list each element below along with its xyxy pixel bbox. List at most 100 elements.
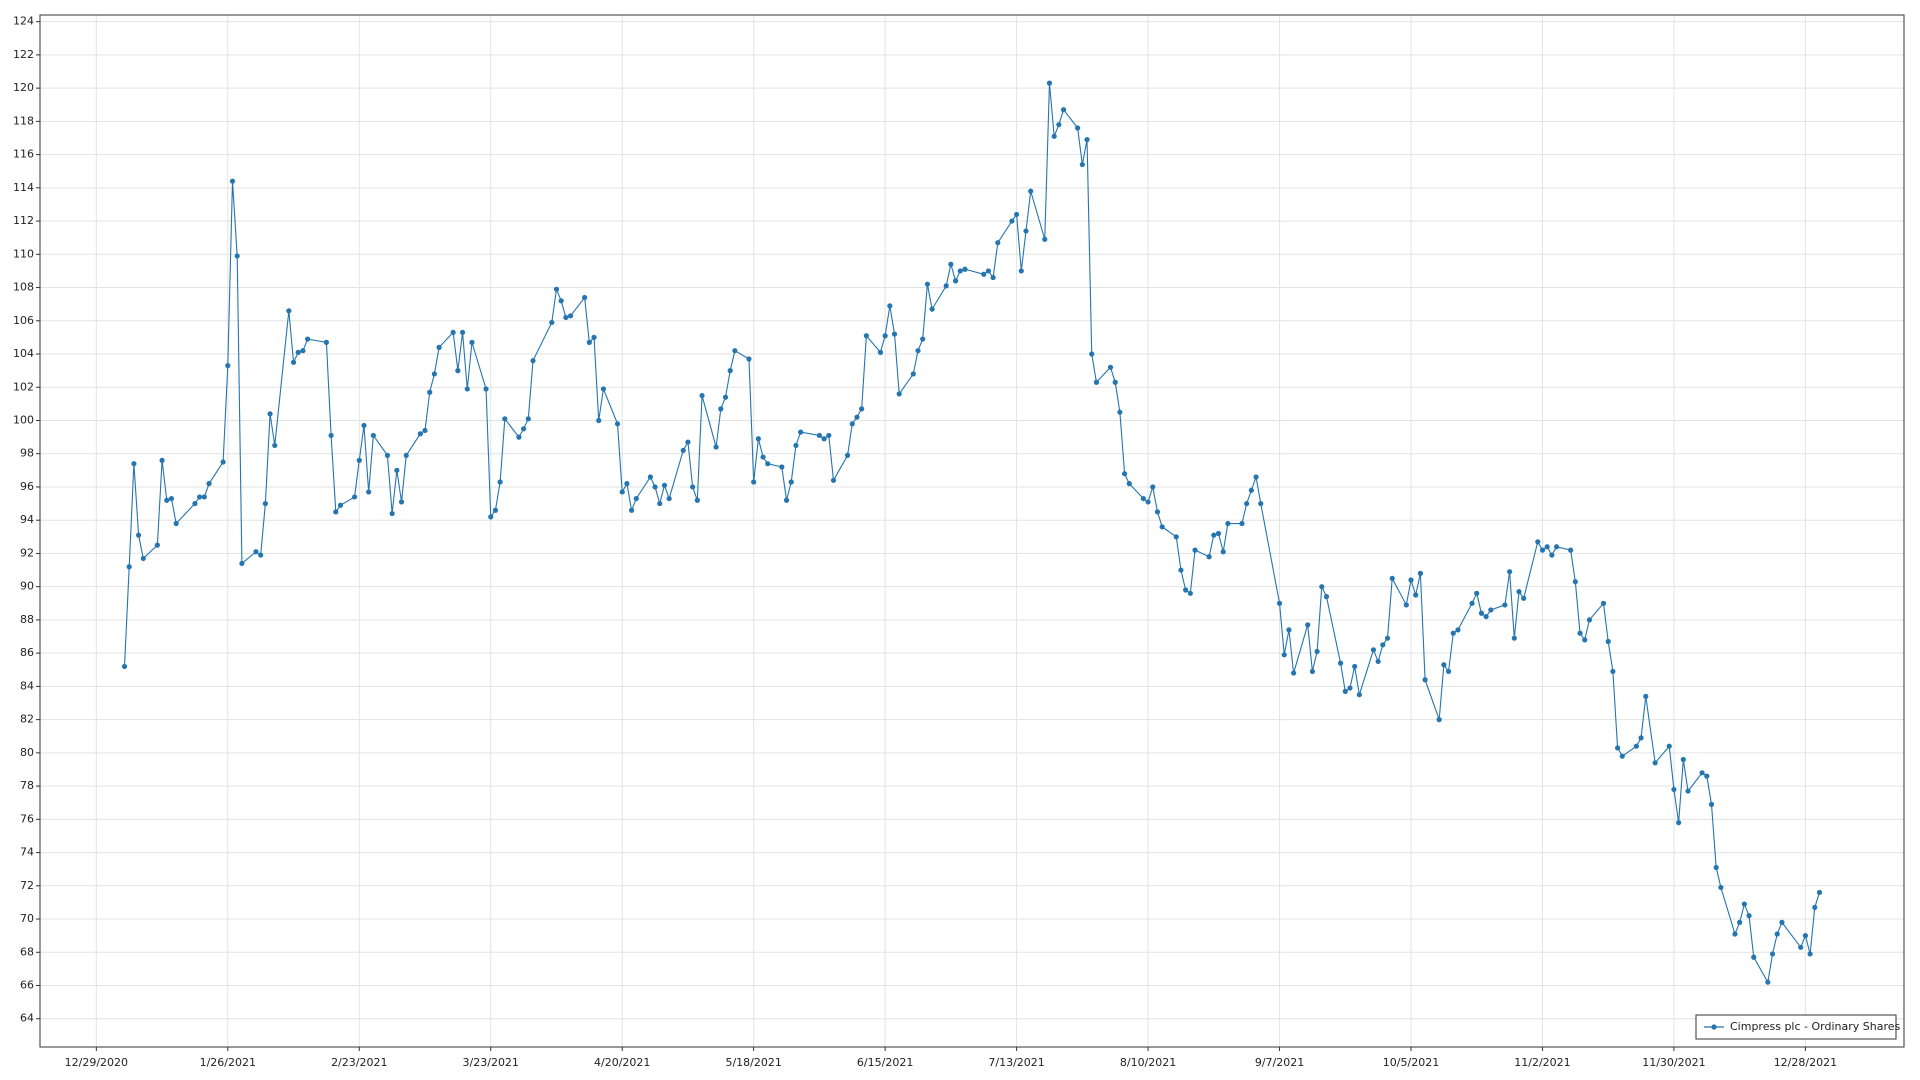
data-point xyxy=(1154,509,1161,515)
data-point xyxy=(1572,579,1578,585)
data-point xyxy=(882,333,888,339)
data-point xyxy=(755,436,761,442)
data-point xyxy=(1319,584,1325,590)
data-point xyxy=(253,549,259,555)
data-point xyxy=(126,564,132,570)
data-point xyxy=(464,386,470,392)
data-point xyxy=(1305,622,1311,628)
data-point xyxy=(915,348,921,354)
y-tick-label: 74 xyxy=(20,846,34,859)
y-tick-label: 64 xyxy=(20,1012,34,1025)
data-point xyxy=(333,509,339,515)
data-point xyxy=(258,552,264,558)
data-point xyxy=(1084,137,1090,143)
data-point xyxy=(431,371,437,377)
data-point xyxy=(1450,630,1456,636)
data-point xyxy=(877,349,884,355)
data-point xyxy=(1474,590,1480,596)
y-tick-label: 66 xyxy=(20,979,34,992)
data-point xyxy=(351,494,358,500)
data-point xyxy=(859,406,865,412)
data-point xyxy=(1436,717,1442,723)
data-point xyxy=(422,427,428,434)
data-point xyxy=(1342,688,1348,694)
data-point xyxy=(417,431,423,437)
data-point xyxy=(384,452,391,458)
data-point xyxy=(1445,668,1452,675)
data-point xyxy=(1718,884,1724,891)
data-point xyxy=(1323,594,1330,600)
data-point xyxy=(1220,549,1226,555)
data-point xyxy=(492,507,499,513)
data-point xyxy=(1192,547,1198,553)
data-point xyxy=(398,499,405,505)
data-point xyxy=(549,319,555,326)
data-point xyxy=(488,514,494,520)
data-point xyxy=(1600,600,1607,606)
data-point xyxy=(1347,685,1353,691)
data-point xyxy=(262,500,268,507)
y-tick-label: 84 xyxy=(20,679,34,692)
data-point xyxy=(1544,544,1550,550)
data-point xyxy=(1455,627,1461,633)
data-point xyxy=(1337,660,1344,666)
data-point xyxy=(1215,530,1222,537)
data-point xyxy=(1178,567,1184,573)
data-point xyxy=(394,467,400,473)
data-point xyxy=(1121,471,1128,477)
y-tick-label: 112 xyxy=(13,214,34,227)
data-point xyxy=(760,454,766,460)
data-point xyxy=(563,314,569,321)
data-point xyxy=(1779,919,1785,925)
data-point xyxy=(1352,663,1358,670)
data-point xyxy=(647,474,653,480)
data-point xyxy=(1244,500,1250,507)
data-point xyxy=(751,479,757,485)
y-tick-label: 88 xyxy=(20,613,34,626)
y-tick-label: 72 xyxy=(20,879,34,892)
x-tick-label: 12/29/2020 xyxy=(65,1056,128,1069)
data-point xyxy=(1291,670,1297,676)
y-tick-label: 102 xyxy=(13,380,34,393)
data-point xyxy=(1370,647,1377,653)
data-point xyxy=(849,421,855,427)
data-point xyxy=(985,268,992,274)
data-point xyxy=(821,436,827,442)
data-point xyxy=(1159,524,1165,530)
y-tick-label: 108 xyxy=(13,281,34,294)
data-point xyxy=(910,371,916,377)
data-point xyxy=(1258,500,1264,507)
data-point xyxy=(1516,589,1522,595)
data-point xyxy=(816,432,823,439)
y-tick-label: 96 xyxy=(20,480,34,493)
x-tick-label: 4/20/2021 xyxy=(594,1056,650,1069)
data-point xyxy=(173,520,179,527)
data-point xyxy=(201,494,207,500)
data-point xyxy=(1741,901,1747,907)
data-point xyxy=(121,663,128,670)
data-point xyxy=(699,392,705,399)
data-point xyxy=(657,500,663,507)
data-point xyxy=(483,386,489,392)
data-point xyxy=(1511,635,1517,641)
data-point xyxy=(614,421,621,427)
data-point xyxy=(1521,595,1527,601)
data-point xyxy=(356,457,362,463)
data-point xyxy=(624,481,630,487)
data-point xyxy=(286,308,292,314)
data-point xyxy=(694,497,700,503)
data-point xyxy=(943,283,949,289)
data-point xyxy=(1079,161,1085,168)
data-point xyxy=(793,442,799,449)
x-tick-label: 7/13/2021 xyxy=(988,1056,1044,1069)
data-point xyxy=(661,482,668,488)
data-point xyxy=(272,442,278,449)
data-point xyxy=(140,555,146,562)
data-point xyxy=(135,532,142,538)
data-point xyxy=(1380,642,1386,648)
data-point xyxy=(1507,569,1513,575)
y-tick-label: 86 xyxy=(20,646,34,659)
data-point xyxy=(154,542,160,548)
x-tick-label: 11/2/2021 xyxy=(1514,1056,1570,1069)
